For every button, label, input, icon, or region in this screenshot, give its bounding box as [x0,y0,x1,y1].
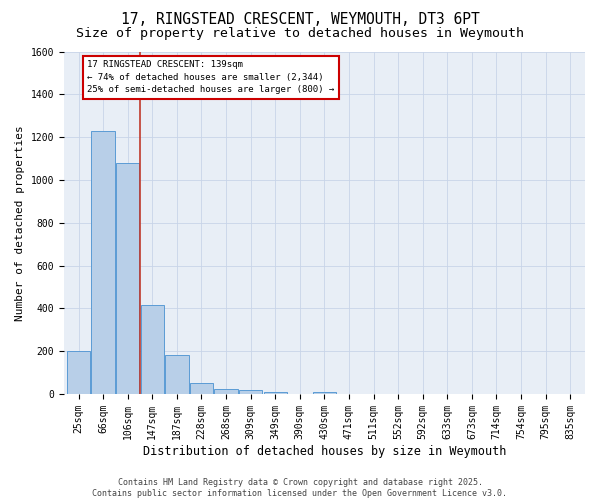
X-axis label: Distribution of detached houses by size in Weymouth: Distribution of detached houses by size … [143,444,506,458]
Bar [190,384,213,394]
Text: Contains HM Land Registry data © Crown copyright and database right 2025.
Contai: Contains HM Land Registry data © Crown c… [92,478,508,498]
Bar [67,351,90,394]
Bar [263,392,287,394]
Bar [214,388,238,394]
Bar [91,130,115,394]
Bar [313,392,336,394]
Bar [165,356,188,394]
Text: 17, RINGSTEAD CRESCENT, WEYMOUTH, DT3 6PT: 17, RINGSTEAD CRESCENT, WEYMOUTH, DT3 6P… [121,12,479,28]
Text: 17 RINGSTEAD CRESCENT: 139sqm
← 74% of detached houses are smaller (2,344)
25% o: 17 RINGSTEAD CRESCENT: 139sqm ← 74% of d… [87,60,334,94]
Bar [140,305,164,394]
Bar [116,163,139,394]
Bar [239,390,262,394]
Text: Size of property relative to detached houses in Weymouth: Size of property relative to detached ho… [76,28,524,40]
Y-axis label: Number of detached properties: Number of detached properties [15,125,25,320]
